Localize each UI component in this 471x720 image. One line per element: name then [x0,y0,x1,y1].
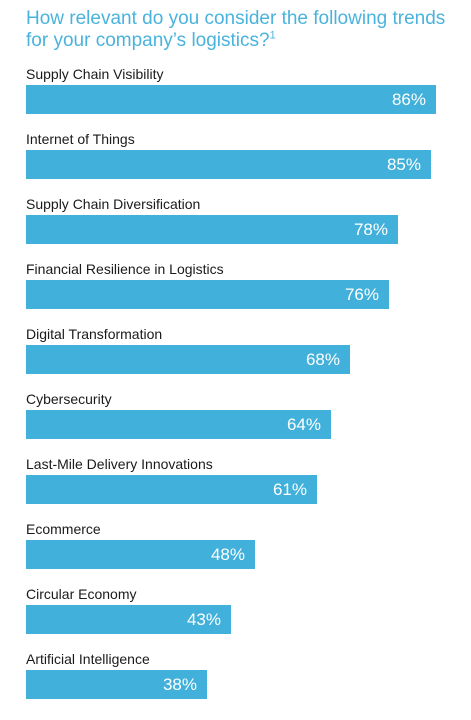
bar-value-label: 86% [391,90,426,109]
bar-value-label: 68% [305,350,340,369]
bar-value-label: 61% [272,480,307,499]
category-label: Last-Mile Delivery Innovations [26,456,213,472]
bar: 85% [26,150,431,179]
bar-value-label: 43% [186,610,221,629]
category-label: Cybersecurity [26,391,112,407]
category-label: Artificial Intelligence [26,651,150,667]
bar: 48% [26,540,255,569]
category-label: Financial Resilience in Logistics [26,261,224,277]
bar: 86% [26,85,436,114]
bar: 76% [26,280,389,309]
bar-value-label: 85% [386,155,421,174]
category-label: Circular Economy [26,586,137,602]
bar-value-label: 78% [353,220,388,239]
bar-value-label: 48% [210,545,245,564]
bar-value-label: 64% [286,415,321,434]
category-label: Supply Chain Diversification [26,196,201,212]
bar: 68% [26,345,350,374]
category-label: Ecommerce [26,521,101,537]
bar: 64% [26,410,331,439]
title-footnote-marker: 1 [269,29,276,42]
bar: 43% [26,605,231,634]
chart-title-text: How relevant do you consider the followi… [26,8,446,51]
bar: 38% [26,670,207,699]
category-label: Supply Chain Visibility [26,66,164,82]
bar: 61% [26,475,317,504]
category-label: Digital Transformation [26,326,163,342]
bar-value-label: 76% [344,285,379,304]
bar: 78% [26,215,398,244]
chart-title: How relevant do you consider the followi… [26,8,466,52]
bar-value-label: 38% [162,675,197,694]
category-label: Internet of Things [26,131,135,147]
